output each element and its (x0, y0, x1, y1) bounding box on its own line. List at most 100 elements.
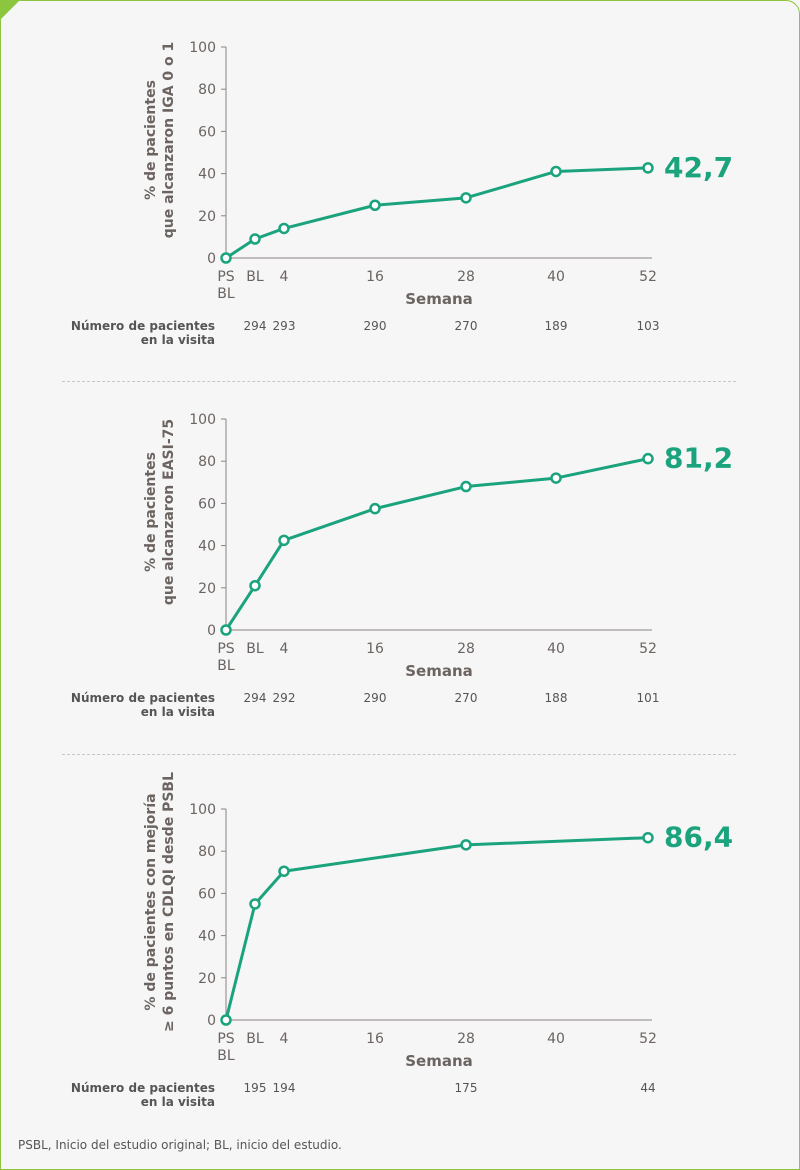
patient-count: 270 (455, 691, 478, 705)
patient-count: 44 (640, 1081, 655, 1095)
x-tick-label: 4 (280, 641, 289, 657)
data-point (642, 162, 654, 174)
data-point (249, 233, 261, 245)
data-point (369, 502, 381, 515)
y-axis-label: % de pacientes que alcanzaron EASI-75 (143, 419, 177, 605)
end-value-label: 86,4 (664, 821, 733, 854)
data-point (278, 222, 290, 235)
patient-count: 101 (637, 691, 660, 705)
patients-label-line2: en la visita (141, 705, 215, 719)
y-axis-label-line1: % de pacientes (143, 452, 159, 572)
series-line (225, 166, 649, 260)
chart-easi75: 0 20 40 60 80 100 % de pacientes que alcanzaron… (71, 412, 733, 719)
data-point (249, 579, 261, 592)
x-tick-label: 4 (280, 1031, 289, 1047)
x-tick-label: 4 (280, 269, 289, 285)
data-point (460, 192, 472, 204)
patient-count: 294 (244, 691, 267, 705)
chart-iga: 0 20 40 60 80 100 % de pacientes que alcanzaron… (71, 40, 733, 347)
patients-label-line2: en la visita (141, 1095, 215, 1109)
y-axis-label: % de pacientes con mejoría ≥ 6 puntos en … (143, 772, 177, 1032)
patient-count: 270 (455, 319, 478, 333)
y-tick-label: 20 (198, 209, 216, 225)
y-tick-label: 40 (198, 167, 216, 183)
patients-label-line1: Número de pacientes (71, 691, 215, 705)
corner-accent (0, 0, 20, 20)
x-tick-label: 16 (366, 641, 384, 657)
x-tick-label: PS (217, 269, 234, 285)
patients-label-line2: en la visita (141, 333, 215, 347)
patients-label-line1: Número de pacientes (71, 319, 215, 333)
x-axis-title: Semana (405, 662, 473, 680)
x-tick-label: BL (246, 641, 264, 657)
y-tick-label: 80 (198, 82, 216, 98)
y-axis-label-line1: % de pacientes con mejoría (143, 793, 159, 1010)
y-tick-label: 60 (198, 496, 216, 512)
data-point (278, 865, 290, 877)
patient-count: 293 (273, 319, 296, 333)
x-tick-label: 16 (366, 1031, 384, 1047)
y-tick-label: 80 (198, 844, 216, 860)
y-tick-label: 0 (207, 623, 216, 639)
y-tick-label: 0 (207, 251, 216, 267)
x-tick-label: 52 (639, 641, 657, 657)
x-tick-label: 52 (639, 1031, 657, 1047)
data-point (249, 898, 261, 910)
patient-count: 188 (545, 691, 568, 705)
x-tick-label: 52 (639, 269, 657, 285)
y-axis-label-line1: % de pacientes (143, 80, 159, 200)
divider (62, 754, 736, 755)
data-point (220, 624, 232, 636)
patient-count: 290 (364, 691, 387, 705)
y-tick-label: 20 (198, 581, 216, 597)
x-axis-title: Semana (405, 290, 473, 308)
y-tick-label: 20 (198, 971, 216, 987)
y-axis-label-line2: que alcanzaron IGA 0 o 1 (161, 42, 177, 239)
data-point (369, 199, 381, 211)
x-tick-label: 40 (547, 1031, 565, 1047)
y-axis-label: % de pacientes que alcanzaron IGA 0 o 1 (143, 42, 177, 239)
x-tick-label: 28 (457, 641, 475, 657)
x-tick-label: BL (246, 269, 264, 285)
y-tick-label: 60 (198, 124, 216, 140)
x-tick-label: BL (217, 658, 235, 674)
x-tick-label: BL (217, 1048, 235, 1064)
patient-count: 290 (364, 319, 387, 333)
x-tick-label: BL (217, 286, 235, 302)
y-tick-label: 100 (189, 412, 216, 428)
end-value-label: 81,2 (664, 442, 733, 475)
series-line (224, 457, 649, 631)
patient-count: 189 (545, 319, 568, 333)
data-point (550, 165, 562, 178)
patient-count: 194 (273, 1081, 296, 1095)
y-axis-label-line2: que alcanzaron EASI-75 (161, 419, 177, 605)
x-tick-label: 40 (547, 269, 565, 285)
y-axis-label-line2: ≥ 6 puntos en CDLQI desde PSBL (161, 772, 177, 1032)
y-tick-label: 40 (198, 929, 216, 945)
x-tick-label: PS (217, 1031, 234, 1047)
patient-count: 292 (273, 691, 296, 705)
data-point (642, 452, 654, 465)
y-tick-label: 60 (198, 886, 216, 902)
x-tick-label: 16 (366, 269, 384, 285)
patient-count: 103 (637, 319, 660, 333)
x-tick-label: PS (217, 641, 234, 657)
y-tick-label: 100 (189, 802, 216, 818)
data-point (460, 480, 472, 493)
patient-count: 294 (244, 319, 267, 333)
x-tick-label: 28 (457, 1031, 475, 1047)
divider (62, 381, 736, 382)
x-tick-label: 28 (457, 269, 475, 285)
y-tick-label: 80 (198, 454, 216, 470)
end-value-label: 42,7 (664, 151, 733, 184)
y-tick-label: 0 (207, 1013, 216, 1029)
footnote: PSBL, Inicio del estudio original; BL, i… (18, 1138, 342, 1152)
series-line (224, 836, 649, 1021)
patient-count: 175 (455, 1081, 478, 1095)
patient-count: 195 (244, 1081, 267, 1095)
data-point (460, 839, 472, 851)
data-point (550, 472, 562, 484)
x-axis-title: Semana (405, 1052, 473, 1070)
patients-label-line1: Número de pacientes (71, 1081, 215, 1095)
